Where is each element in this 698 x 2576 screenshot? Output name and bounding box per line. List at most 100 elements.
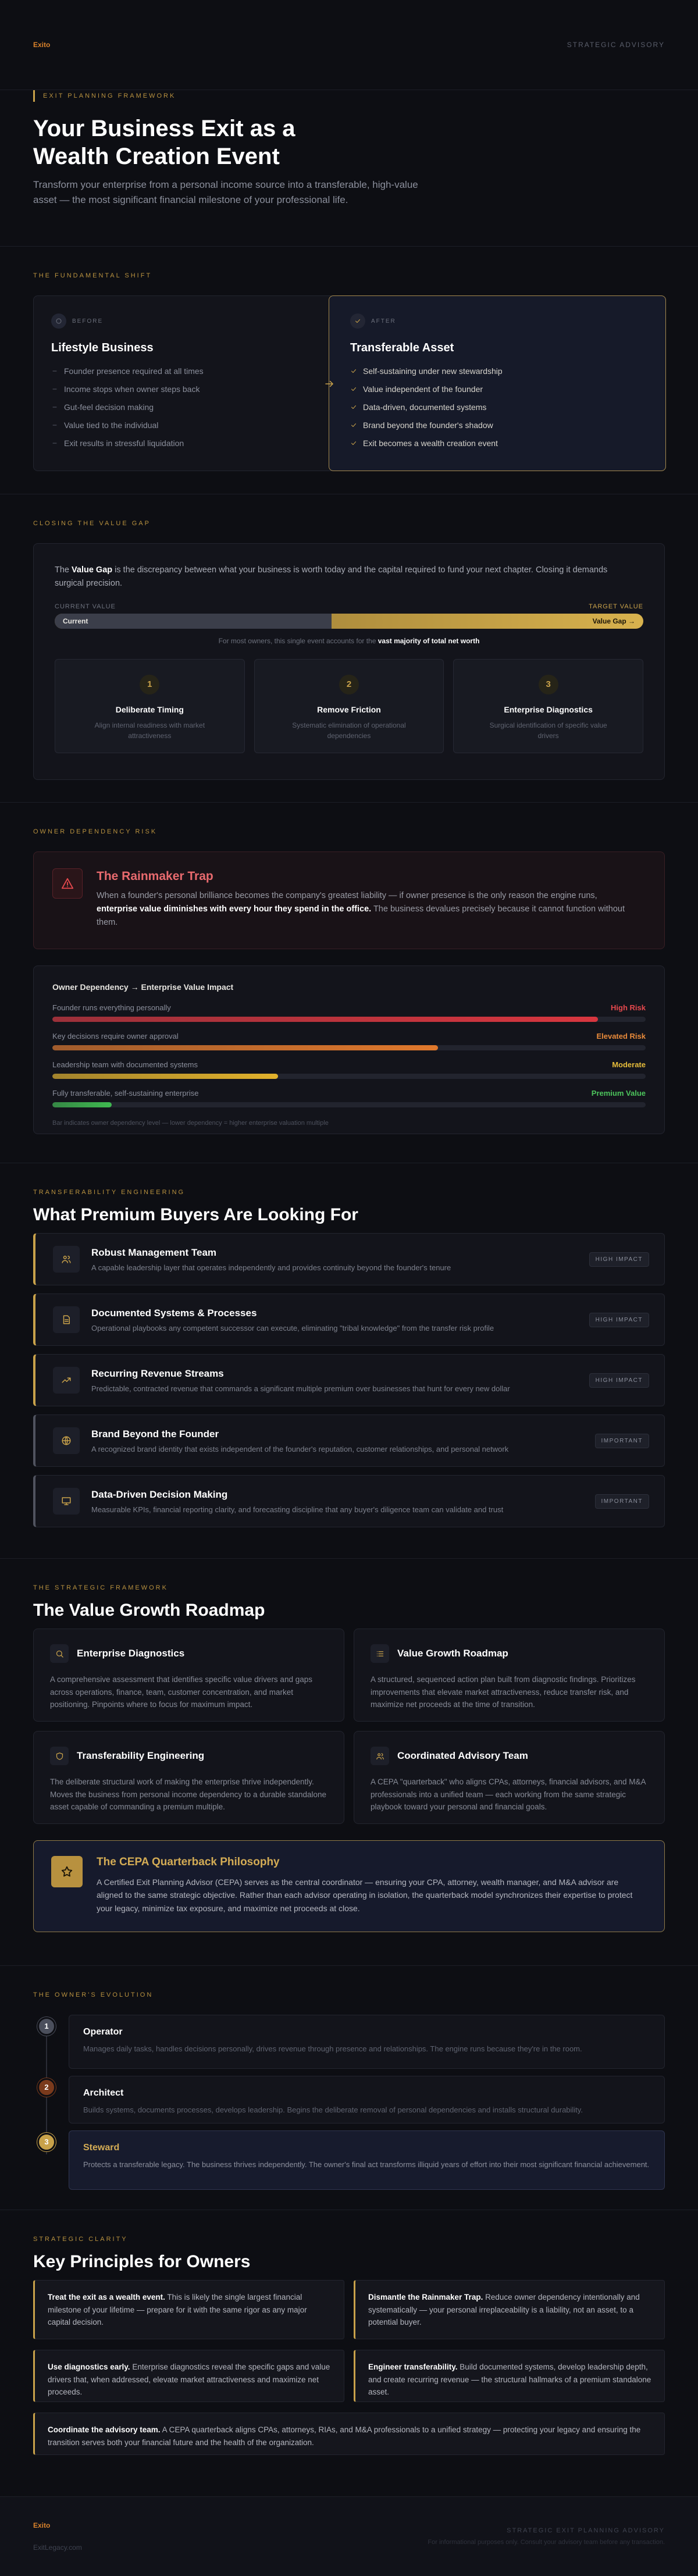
- section: STRATEGIC CLARITY Key Principles for Owne…: [0, 2210, 698, 2497]
- panel-title: Transferable Asset: [350, 341, 454, 354]
- current-bar-label: Current: [63, 617, 88, 626]
- dependency-row: Leadership team with documented systems M…: [52, 1060, 646, 1089]
- trap-title: The Rainmaker Trap: [97, 870, 213, 883]
- shift-panel: BEFORE Lifestyle Business Founder presence…: [34, 296, 329, 471]
- item-text: Data-driven, documented systems: [363, 402, 487, 412]
- impact-badge: HIGH IMPACT: [589, 1373, 649, 1388]
- buyer-desc: A capable leadership layer that operates…: [91, 1263, 451, 1272]
- list-item: Founder presence required at all times: [51, 362, 312, 380]
- list-item: Income stops when owner steps back: [51, 380, 312, 398]
- icon: [56, 1650, 63, 1658]
- buyer-icon: [53, 1427, 80, 1454]
- trap-icon: [52, 868, 83, 899]
- footer-disclaimer: For informational purposes only. Consult…: [428, 2539, 665, 2546]
- stage-text: Manages daily tasks, handles decisions p…: [83, 2044, 582, 2053]
- icon-stroke: [355, 319, 360, 323]
- buyer-icon: [53, 1488, 80, 1515]
- section: THE OWNER'S EVOLUTION 1 Operator Manages da…: [0, 1966, 698, 2210]
- item-text: Brand beyond the founder's shadow: [363, 420, 493, 430]
- stage-text: Protects a transferable legacy. The busi…: [83, 2160, 650, 2169]
- eyebrow: TRANSFERABILITY ENGINEERING: [33, 1189, 186, 1196]
- roadmap-icon: [50, 1747, 69, 1765]
- section-title: Key Principles for Owners: [33, 2252, 251, 2271]
- dependency-row: Key decisions require owner approval Elev…: [52, 1032, 646, 1060]
- bar-track: [52, 1074, 646, 1079]
- icon-stroke: [63, 1315, 70, 1324]
- roadmap-text: A structured, sequenced action plan buil…: [371, 1675, 636, 1709]
- bar-fill: [52, 1074, 278, 1079]
- stage-num: 3: [37, 2133, 56, 2151]
- icon: [51, 386, 58, 393]
- roadmap-grid: Enterprise Diagnostics A comprehensive as…: [33, 1629, 665, 1824]
- principle-card: Coordinate the advisory team. A CEPA qua…: [33, 2413, 665, 2455]
- hero: EXIT PLANNING FRAMEWORK Your Business Exi…: [0, 90, 698, 247]
- target-label: TARGET VALUE: [589, 603, 643, 611]
- icon: [56, 318, 62, 324]
- dependency-card: Owner Dependency → Enterprise Value Impa…: [33, 965, 665, 1134]
- roadmap-card: Transferability Engineering The deliberat…: [33, 1731, 344, 1824]
- step-text: Surgical identification of specific valu…: [489, 721, 607, 740]
- trap-body: The Rainmaker Trap When a founder's perso…: [97, 868, 632, 932]
- principle-lead: Dismantle the Rainmaker Trap.: [368, 2293, 483, 2301]
- list-item: Exit results in stressful liquidation: [51, 434, 312, 452]
- step-text: Systematic elimination of operational de…: [292, 721, 406, 740]
- icon-stroke: [351, 387, 356, 391]
- dependency-row: Founder runs everything personally High R…: [52, 1003, 646, 1032]
- philosophy-card: The CEPA Quarterback Philosophy A Certifi…: [33, 1840, 665, 1932]
- buyer-title: Robust Management Team: [91, 1246, 217, 1258]
- list-item: Value independent of the founder: [350, 380, 644, 398]
- icon-stroke: [62, 1260, 68, 1263]
- principle-card: Engineer transferability. Build document…: [354, 2350, 665, 2402]
- principle-text: Reduce owner dependency intentionally an…: [368, 2293, 640, 2327]
- row-status: Premium Value: [591, 1089, 646, 1098]
- icon-stroke: [351, 423, 356, 427]
- eyebrow: EXIT PLANNING FRAMEWORK: [33, 90, 176, 102]
- impact-badge: IMPORTANT: [594, 1494, 649, 1509]
- footer-site: ExitLegacy.com: [33, 2543, 82, 2552]
- trap-card: The Rainmaker Trap When a founder's perso…: [33, 851, 665, 949]
- item-text: Value tied to the individual: [64, 420, 159, 430]
- step-card: 3 Enterprise Diagnostics Surgical identifi…: [453, 659, 643, 754]
- buyer-desc: Measurable KPIs, financial reporting cla…: [91, 1505, 504, 1514]
- step-title: Deliberate Timing: [115, 705, 184, 715]
- row-label: Fully transferable, self-sustaining ente…: [52, 1089, 199, 1098]
- row-label: Leadership team with documented systems: [52, 1060, 198, 1069]
- gap-steps: 1 Deliberate Timing Align internal readine…: [55, 659, 643, 754]
- principle-lead: Coordinate the advisory team.: [48, 2425, 161, 2434]
- section: OWNER DEPENDENCY RISK The Rainmaker Trap W…: [0, 803, 698, 1163]
- step-num: 2: [339, 675, 359, 695]
- chart-title: Owner Dependency → Enterprise Value Impa…: [52, 982, 234, 992]
- buyer-title: Brand Beyond the Founder: [91, 1428, 219, 1440]
- philosophy-body: The CEPA Quarterback Philosophy A Certifi…: [97, 1856, 647, 1916]
- current-label: CURRENT VALUE: [55, 603, 116, 611]
- row-label: Key decisions require owner approval: [52, 1032, 179, 1041]
- roadmap-title: Value Growth Roadmap: [397, 1648, 508, 1659]
- icon-stroke: [68, 1260, 71, 1263]
- stage-title: Operator: [83, 2027, 123, 2037]
- shift-panel: AFTER Transferable Asset Self-sustaining u…: [329, 295, 666, 471]
- buyer-text: Brand Beyond the Founder A recognized bra…: [91, 1428, 583, 1453]
- roadmap-icon: [371, 1644, 389, 1663]
- icon-stroke: [351, 405, 356, 409]
- section-title: What Premium Buyers Are Looking For: [33, 1205, 358, 1224]
- stage-card: Operator Manages daily tasks, handles dec…: [69, 2015, 665, 2069]
- eyebrow: THE OWNER'S EVOLUTION: [33, 1991, 154, 1998]
- principle-lead: Treat the exit as a wealth event.: [48, 2293, 165, 2301]
- icon: [61, 1866, 73, 1877]
- icon: [62, 1377, 71, 1383]
- principle-lead: Engineer transferability.: [368, 2363, 458, 2371]
- intro-part: is the discrepancy between what your bus…: [55, 565, 608, 589]
- buyer-text: Robust Management Team A capable leadersh…: [91, 1247, 578, 1272]
- icon-stroke: [56, 318, 62, 324]
- principle-text: Enterprise diagnostics reveal the specif…: [48, 2363, 330, 2397]
- icon: [351, 423, 356, 427]
- panel-tag-row: BEFORE: [51, 313, 312, 329]
- row-head: Fully transferable, self-sustaining ente…: [52, 1089, 646, 1098]
- trap-part: The business devalues precisely because …: [97, 904, 625, 928]
- buyer-desc: Predictable, contracted revenue that com…: [91, 1384, 510, 1393]
- icon: [52, 370, 57, 371]
- buyer-title: Recurring Revenue Streams: [91, 1367, 224, 1379]
- footer-tagline: STRATEGIC EXIT PLANNING ADVISORY: [507, 2527, 665, 2534]
- icon: [62, 1256, 71, 1263]
